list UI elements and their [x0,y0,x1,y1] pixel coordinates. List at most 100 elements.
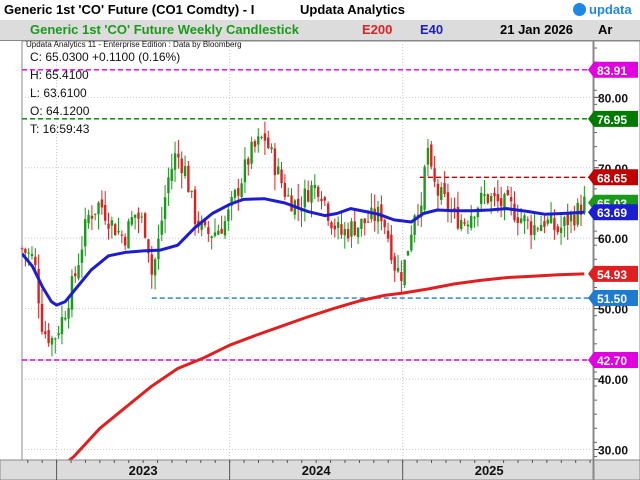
indicator-e200: E200 [362,22,393,37]
candle-body [187,165,190,193]
candle-body [167,177,170,194]
candle-body [113,224,117,236]
candle-body [237,188,240,196]
candle-body [533,225,536,235]
candle-body [200,220,203,230]
candle-body [24,248,27,253]
candle-body [466,224,470,227]
candle-body [277,166,280,175]
candle-body [553,218,556,230]
candle-body [243,159,247,183]
candle-body [110,220,114,226]
y-tick-label: 40.00 [598,373,628,387]
candle-body [47,330,50,344]
candle-body [330,222,333,229]
price-chart[interactable]: 30.0040.0050.0060.0070.0080.0083.9176.95… [0,40,640,480]
candle-body [120,234,124,236]
candle-body [20,248,24,250]
price-tag-label: 42.70 [597,354,627,368]
candle-body [446,192,450,210]
candle-body [290,195,293,212]
candle-body [107,223,110,229]
candle-body [546,219,549,224]
candle-body [346,229,350,239]
candle-body [433,168,436,182]
candle-body [583,196,586,214]
candle-body [493,192,496,197]
x-tick-label: 2024 [302,463,332,478]
candle-body [489,196,493,202]
candle-body [353,221,356,236]
y-tick-label: 60.00 [598,232,628,246]
candle-body [97,202,100,215]
candle-body [240,183,243,198]
candle-body [133,214,137,218]
candle-body [366,221,370,223]
candle-body [247,158,250,165]
candle-body [163,197,167,219]
price-tag [588,352,638,369]
candle-body [84,219,87,247]
candle-body [463,222,466,224]
candle-body [456,207,460,229]
candle-body [519,218,523,223]
candle-body [103,204,107,221]
candle-body [479,192,483,204]
candle-body [410,234,413,251]
candle-body [483,194,486,196]
e200-line [67,272,585,460]
candle-body [280,169,283,184]
candle-body [566,213,569,226]
candle-body [203,220,207,226]
candle-body [27,252,30,254]
candle-body [413,215,416,235]
candle-body [287,195,290,197]
candle-body [77,265,80,279]
candle-body [563,217,566,227]
candle-body [509,196,513,202]
candle-body [123,236,127,246]
axis-corner [593,459,640,480]
candle-body [340,224,343,235]
candle-body [253,141,257,147]
candle-body [403,259,406,286]
candle-body [193,189,197,225]
candle-body [67,308,70,319]
candle-body [460,220,463,229]
candle-body [400,272,403,281]
price-tag-label: 83.91 [597,64,627,78]
candle-body [356,227,360,238]
candle-body [220,228,223,234]
candle-body [173,153,177,170]
candle-body [283,182,287,197]
candle-body [250,141,253,164]
candle-body [523,215,526,222]
candle-body [127,221,130,249]
candle-body [50,338,54,345]
candle-body [506,190,510,196]
candle-body [333,225,336,230]
candle-body [543,221,546,227]
candle-body [556,226,559,233]
candle-body [60,317,64,335]
candle-body [390,234,393,261]
candle-body [343,229,346,236]
candle-body [260,136,263,138]
candle-body [44,331,47,335]
candle-body [393,256,396,271]
candle-body [213,232,217,236]
updata-logo: updata [573,2,637,18]
chart-title: Generic 1st 'CO' Future Weekly Candlesti… [30,22,299,37]
date-axis [0,459,594,480]
chart-header-bar: Generic 1st 'CO' Future Weekly Candlesti… [0,20,640,41]
candle-body [37,268,40,304]
candle-body [406,250,410,256]
candle-body [476,207,480,218]
candle-body [217,230,220,235]
candle-body [503,194,506,211]
candle-body [486,194,490,203]
candle-body [267,137,270,149]
candle-body [430,144,433,167]
candle-body [40,303,44,332]
candle-body [183,166,187,177]
